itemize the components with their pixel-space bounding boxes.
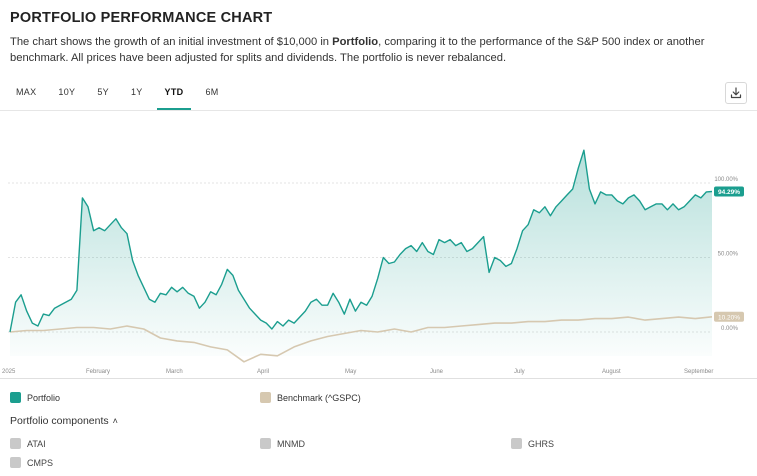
component-item-cmps[interactable]: CMPS <box>10 457 53 468</box>
component-label: CMPS <box>27 457 54 468</box>
portfolio-end-label: 94.29% <box>718 189 740 196</box>
component-item-atai[interactable]: ATAI <box>10 438 46 449</box>
x-tick-label: July <box>514 369 525 375</box>
x-tick-label: May <box>345 369 356 375</box>
legend-swatch-portfolio <box>10 392 21 403</box>
y-tick-label: 0.00% <box>721 326 739 332</box>
component-item-ghrs[interactable]: GHRS <box>511 438 554 449</box>
portfolio-line <box>9 149 713 333</box>
y-tick-label: 50.00% <box>718 252 739 258</box>
x-tick-label: February <box>86 369 110 375</box>
desc-bold-portfolio: Portfolio <box>332 36 379 48</box>
benchmark-end-label: 10.20% <box>718 314 740 321</box>
page-title: PORTFOLIO PERFORMANCE CHART <box>10 10 273 26</box>
legend-item-benchmark[interactable]: Benchmark (^GSPC) <box>260 392 361 403</box>
component-label: ATAI <box>27 438 46 449</box>
checkbox[interactable] <box>511 438 522 449</box>
x-tick-label: 2025 <box>2 369 16 375</box>
component-item-mnmd[interactable]: MNMD <box>260 438 305 449</box>
desc-prefix: The chart shows the growth of an initial… <box>10 36 333 48</box>
x-axis-divider <box>0 378 757 379</box>
tab-max[interactable]: MAX <box>16 87 37 97</box>
tab-ytd[interactable]: YTD <box>156 80 192 110</box>
download-button[interactable] <box>725 82 747 104</box>
tab-6m[interactable]: 6M <box>205 87 219 97</box>
chart-description: The chart shows the growth of an initial… <box>10 34 745 66</box>
x-tick-label: August <box>602 369 621 375</box>
benchmark-end-badge <box>714 311 744 322</box>
x-tick-label: September <box>684 369 713 375</box>
portfolio-area <box>10 150 712 356</box>
x-tick-label: April <box>257 369 269 375</box>
checkbox[interactable] <box>10 457 21 468</box>
performance-chart: 0.00% 50.00% 100.00% 2025 February March April… <box>2 149 744 375</box>
x-tick-label: March <box>166 369 183 375</box>
tab-1y[interactable]: 1Y <box>130 87 143 97</box>
chevron-up-icon: ˄ <box>112 416 118 426</box>
components-title: Portfolio components <box>10 415 109 427</box>
tabs-divider <box>0 110 757 111</box>
legend-label-benchmark: Benchmark (^GSPC) <box>277 392 361 403</box>
tab-5y[interactable]: 5Y <box>97 87 109 97</box>
legend-label-portfolio: Portfolio <box>27 392 61 403</box>
range-tabs: MAX 10Y 5Y 1Y YTD 6M <box>8 80 227 110</box>
portfolio-end-badge <box>714 186 744 197</box>
download-icon <box>730 87 742 99</box>
checkbox[interactable] <box>260 438 271 449</box>
component-label: MNMD <box>277 438 305 449</box>
chart-legend: Portfolio Benchmark (^GSPC) <box>10 392 750 406</box>
y-tick-label: 100.00% <box>714 177 738 183</box>
legend-item-portfolio[interactable]: Portfolio <box>10 392 60 403</box>
components-toggle[interactable]: Portfolio components ˄ <box>10 415 118 427</box>
component-label: GHRS <box>528 438 555 449</box>
legend-swatch-benchmark <box>260 392 271 403</box>
tab-10y[interactable]: 10Y <box>58 87 76 97</box>
x-tick-label: June <box>430 369 444 375</box>
benchmark-line <box>9 316 713 363</box>
desc-suffix: , comparing it to the performance of the… <box>10 36 705 64</box>
checkbox[interactable] <box>10 438 21 449</box>
